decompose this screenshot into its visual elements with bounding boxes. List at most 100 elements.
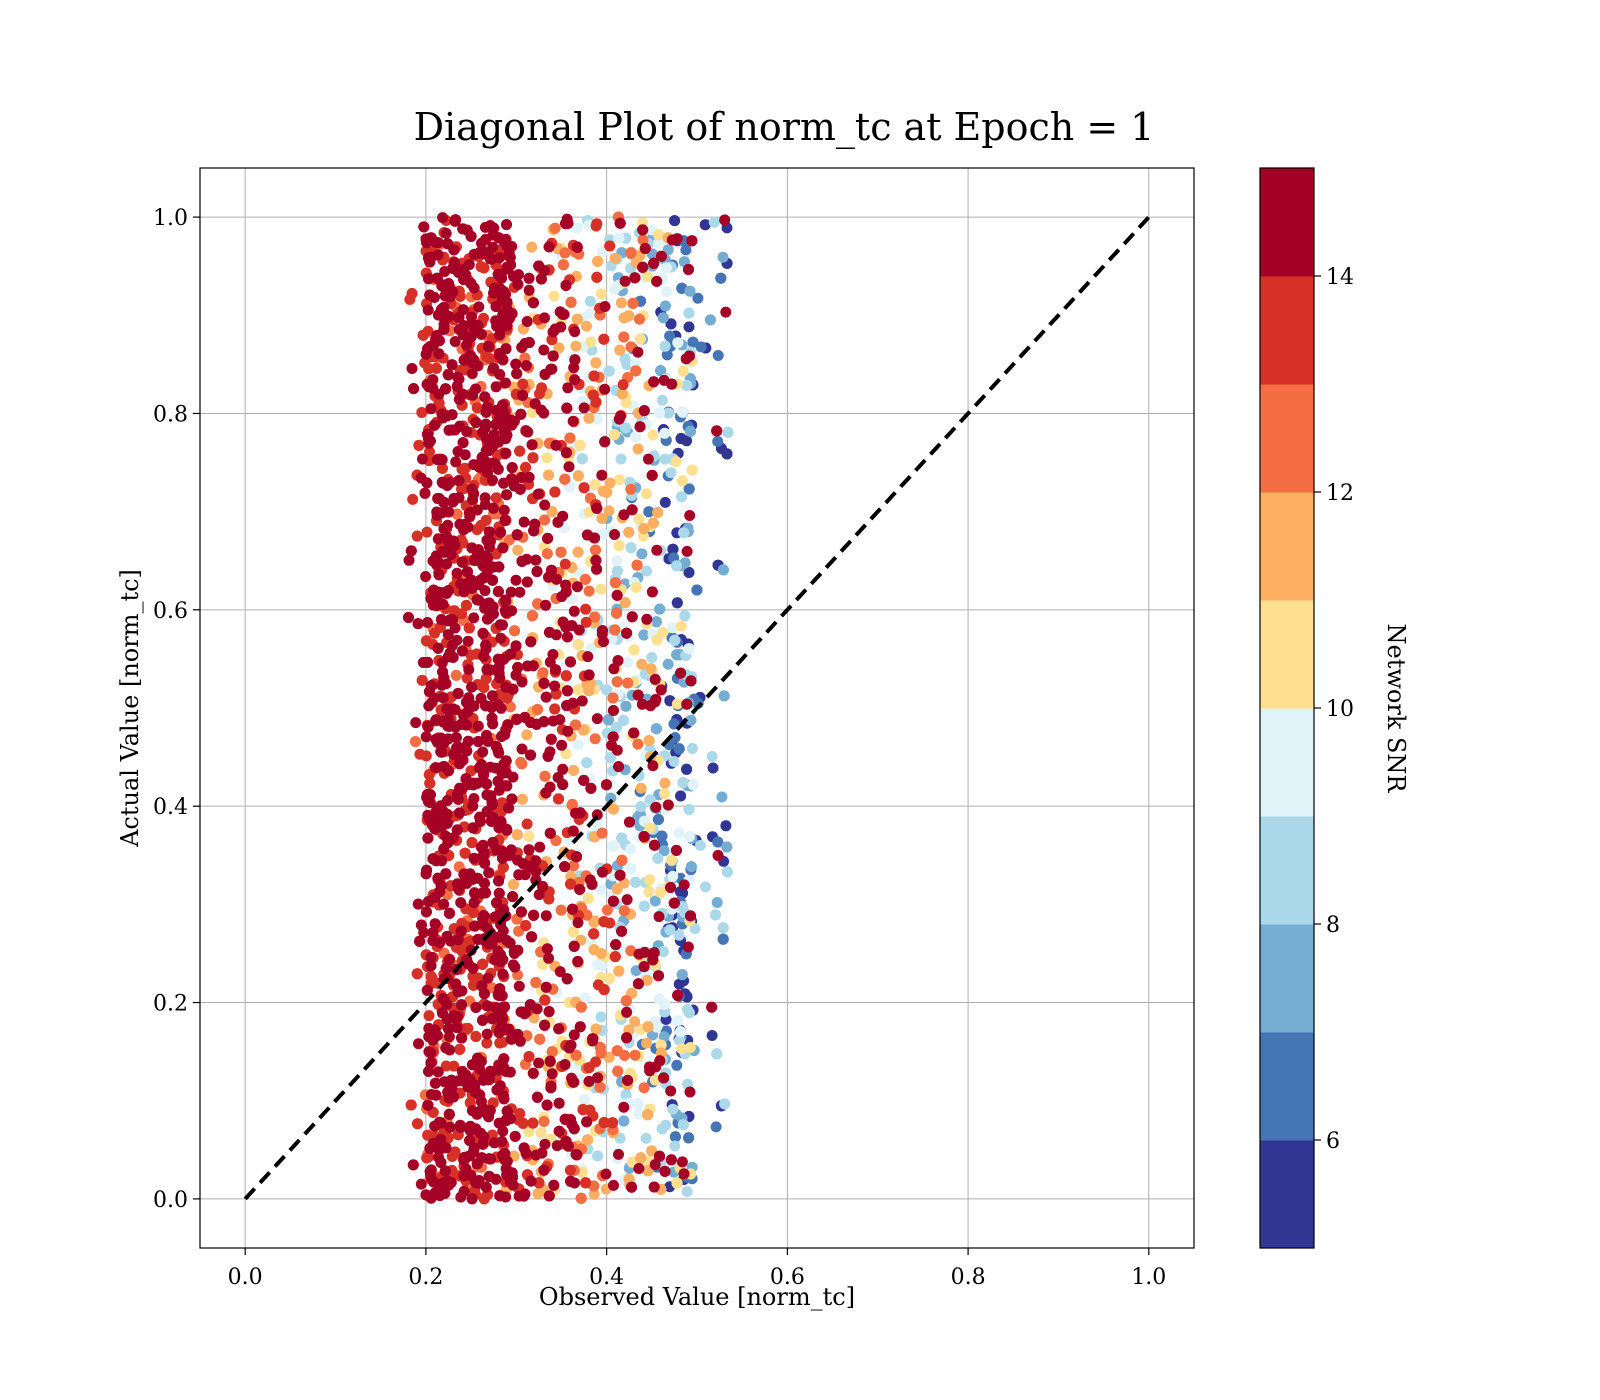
- scatter-point: [410, 717, 422, 729]
- scatter-point: [561, 402, 573, 414]
- scatter-point: [500, 343, 512, 355]
- scatter-point: [541, 1099, 553, 1111]
- scatter-point: [654, 407, 665, 419]
- scatter-point: [549, 703, 561, 715]
- scatter-point: [581, 909, 593, 921]
- scatter-point: [590, 544, 601, 556]
- scatter-point: [630, 581, 642, 593]
- scatter-point: [437, 587, 449, 599]
- scatter-point: [613, 540, 625, 552]
- scatter-point: [565, 1039, 577, 1051]
- scatter-point: [422, 796, 434, 807]
- scatter-point: [480, 639, 492, 651]
- scatter-point: [567, 825, 579, 837]
- scatter-point: [412, 618, 424, 630]
- scatter-point: [642, 270, 654, 282]
- scatter-point: [479, 561, 491, 573]
- scatter-point: [420, 868, 432, 880]
- scatter-point: [596, 246, 608, 258]
- scatter-point: [632, 978, 644, 990]
- scatter-point: [417, 453, 428, 465]
- scatter-point: [449, 1146, 461, 1158]
- scatter-point: [659, 453, 671, 465]
- scatter-point: [673, 929, 685, 941]
- scatter-point: [616, 388, 628, 400]
- scatter-point: [628, 644, 640, 656]
- scatter-point: [444, 953, 455, 965]
- scatter-point: [456, 608, 468, 620]
- scatter-point: [644, 874, 656, 886]
- scatter-point: [578, 402, 590, 414]
- scatter-point: [578, 774, 590, 786]
- scatter-point: [456, 742, 468, 754]
- scatter-point: [449, 1012, 461, 1024]
- scatter-point: [685, 425, 696, 437]
- scatter-point: [537, 667, 549, 679]
- scatter-point: [715, 272, 727, 284]
- scatter-point: [422, 617, 433, 628]
- scatter-point: [435, 746, 447, 758]
- scatter-point: [461, 566, 473, 578]
- scatter-point: [561, 685, 573, 697]
- scatter-point: [570, 1049, 582, 1061]
- scatter-point: [704, 314, 716, 326]
- scatter-point: [420, 731, 432, 743]
- scatter-point: [438, 843, 450, 855]
- scatter-point: [627, 297, 639, 309]
- scatter-point: [676, 969, 688, 981]
- scatter-point: [597, 866, 608, 878]
- scatter-point: [618, 1101, 630, 1113]
- scatter-point: [612, 655, 624, 667]
- scatter-point: [437, 212, 449, 224]
- scatter-point: [571, 851, 582, 863]
- scatter-point: [671, 597, 683, 609]
- scatter-point: [532, 704, 543, 715]
- scatter-point: [561, 973, 573, 985]
- scatter-point: [542, 532, 554, 544]
- scatter-point: [638, 629, 650, 641]
- scatter-point: [565, 656, 576, 668]
- scatter-point: [557, 259, 569, 271]
- scatter-point: [493, 887, 505, 899]
- scatter-point: [582, 1134, 594, 1146]
- scatter-point: [583, 669, 595, 681]
- scatter-point: [644, 794, 656, 806]
- scatter-point: [675, 620, 687, 632]
- scatter-point: [519, 1008, 531, 1020]
- scatter-point: [619, 1050, 631, 1061]
- scatter-point: [676, 1156, 688, 1168]
- scatter-point: [708, 216, 720, 228]
- scatter-point: [684, 285, 696, 297]
- scatter-point: [669, 215, 681, 227]
- scatter-point: [659, 1165, 671, 1177]
- scatter-point: [653, 970, 664, 982]
- scatter-point: [662, 799, 674, 811]
- scatter-point: [639, 243, 651, 254]
- scatter-point: [667, 543, 679, 555]
- scatter-point: [489, 1137, 500, 1149]
- scatter-point: [540, 910, 552, 922]
- scatter-point: [403, 612, 414, 623]
- scatter-point: [664, 924, 676, 936]
- scatter-point: [589, 733, 601, 745]
- scatter-point: [649, 1074, 661, 1086]
- scatter-point: [637, 261, 649, 273]
- scatter-point: [500, 755, 512, 767]
- scatter-point: [478, 877, 490, 889]
- scatter-point: [649, 895, 661, 907]
- scatter-point: [572, 917, 584, 929]
- scatter-point: [452, 688, 464, 699]
- scatter-point: [427, 1137, 439, 1149]
- scatter-point: [599, 436, 611, 448]
- scatter-point: [420, 571, 432, 582]
- scatter-point: [659, 300, 671, 312]
- scatter-point: [462, 958, 474, 970]
- scatter-point: [522, 660, 533, 672]
- scatter-point: [653, 237, 665, 249]
- scatter-point: [500, 447, 512, 459]
- scatter-point: [499, 514, 511, 526]
- scatter-point: [474, 1063, 486, 1075]
- scatter-point: [462, 705, 474, 717]
- scatter-point: [643, 506, 655, 518]
- scatter-point: [442, 733, 454, 745]
